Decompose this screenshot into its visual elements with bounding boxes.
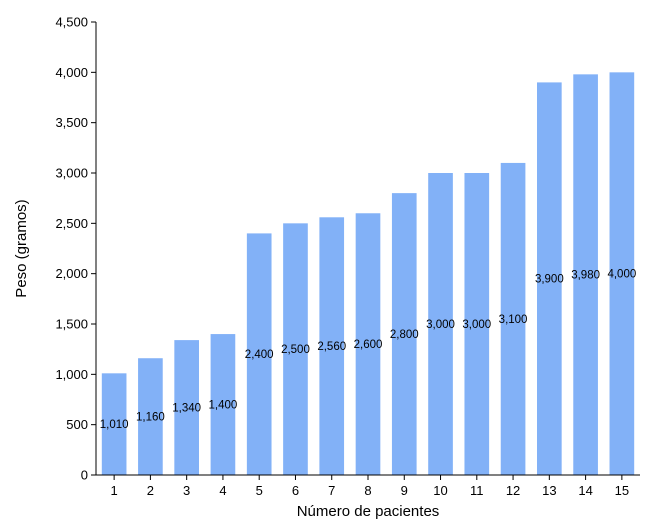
bar-data-label: 3,900: [535, 274, 564, 286]
bar: [355, 213, 381, 475]
x-tick-label: 2: [147, 483, 154, 498]
x-tick-label: 3: [183, 483, 190, 498]
data-labels-group: 1,010 1,160 1,340 1,400 2,400 2,500 2,560 2,600…: [100, 269, 637, 431]
x-tick-label: 11: [470, 483, 484, 498]
bar-data-label: 2,400: [245, 349, 274, 361]
x-tick-label: 9: [401, 483, 408, 498]
bar-data-label: 1,400: [209, 400, 238, 412]
x-tick-label: 10: [433, 483, 447, 498]
bar: [537, 82, 562, 476]
x-tick-label: 7: [328, 483, 335, 498]
bar: [210, 334, 236, 475]
bar: [464, 173, 490, 475]
bar: [246, 233, 272, 475]
y-tick-label: 2,000: [55, 266, 88, 281]
x-axis-title: Número de pacientes: [297, 503, 440, 520]
bar: [391, 193, 417, 475]
y-tick-label: 4,000: [55, 65, 88, 80]
y-tick-label: 3,500: [55, 115, 88, 130]
y-tick-label: 500: [66, 417, 88, 432]
bar-data-label: 2,800: [390, 329, 419, 341]
x-tick-label: 8: [364, 483, 371, 498]
bar: [174, 340, 199, 475]
bar-data-label: 3,980: [571, 270, 600, 282]
bar: [428, 173, 453, 475]
bar-data-label: 1,340: [172, 403, 201, 415]
bar-data-label: 1,010: [100, 419, 129, 431]
y-ticks-group: 0 500 1,000 1,500 2,000 2,500 3,000 3,500 4,000 4…: [55, 15, 96, 483]
bar: [500, 162, 526, 475]
y-tick-label: 0: [81, 468, 88, 483]
bar-data-label: 3,000: [462, 319, 491, 331]
x-tick-label: 1: [111, 483, 118, 498]
x-ticks-group: 1 2 3 4 5 6 7 8 9 10 11 12 13 14 15: [111, 475, 629, 498]
bar-data-label: 3,100: [499, 314, 528, 326]
x-tick-label: 14: [578, 483, 592, 498]
y-tick-label: 1,500: [55, 317, 88, 332]
bar: [138, 358, 163, 475]
x-tick-label: 15: [615, 483, 629, 498]
x-tick-label: 5: [256, 483, 263, 498]
x-tick-label: 13: [542, 483, 556, 498]
bar: [283, 223, 308, 475]
x-tick-label: 6: [292, 483, 299, 498]
bars-group: [101, 72, 635, 476]
x-tick-label: 12: [506, 483, 520, 498]
bar-data-label: 3,000: [426, 319, 455, 331]
y-tick-label: 4,500: [55, 15, 88, 30]
y-tick-label: 3,000: [55, 166, 88, 181]
bar-data-label: 1,160: [136, 412, 165, 424]
y-axis-title: Peso (gramos): [13, 199, 30, 297]
bar: [573, 74, 598, 475]
bar-data-label: 2,600: [354, 339, 383, 351]
y-tick-label: 1,000: [55, 367, 88, 382]
bar-data-label: 4,000: [607, 269, 636, 281]
bar: [609, 72, 635, 475]
bar: [319, 217, 345, 475]
bar-data-label: 2,500: [281, 344, 310, 356]
y-tick-label: 2,500: [55, 216, 88, 231]
bar: [101, 373, 127, 475]
bar-data-label: 2,560: [317, 341, 346, 353]
x-tick-label: 4: [219, 483, 226, 498]
